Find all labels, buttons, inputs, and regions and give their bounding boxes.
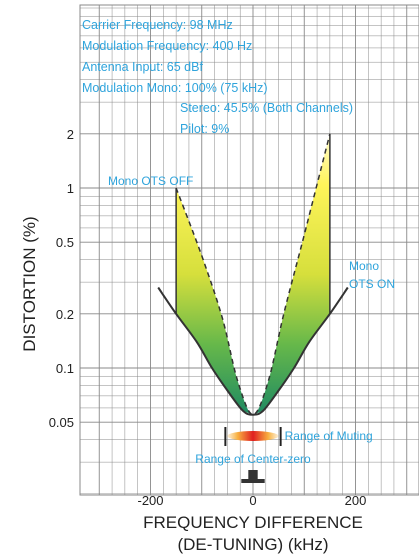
y-tick-label: 0.1 — [56, 361, 74, 376]
distortion-fill-areas — [176, 133, 330, 415]
x-tick-labels: -200 0 200 — [137, 493, 366, 508]
plot-frame — [79, 4, 419, 496]
y-axis-label: DISTORTION (%) — [20, 216, 39, 351]
series-lines — [157, 133, 349, 416]
y-tick-label: 0.2 — [56, 307, 74, 322]
label-mono-ots-off: Mono OTS OFF — [108, 174, 193, 188]
x-axis-label-line2: (DE-TUNING) (kHz) — [177, 535, 328, 554]
condition-antenna-input: Antenna Input: 65 dBf — [82, 60, 203, 74]
plot-grid — [79, 4, 419, 496]
condition-modulation-mono: Modulation Mono: 100% (75 kHz) — [82, 81, 268, 95]
x-tick-label: 200 — [345, 493, 367, 508]
label-mono-ots-on-line2: OTS ON — [349, 277, 395, 291]
fill-area-between-curves — [176, 133, 330, 415]
series-line-mono-ots-on — [157, 286, 349, 416]
range-annotations: Range of Muting Range of Center-zero — [195, 427, 373, 483]
conditions-block: Carrier Frequency: 98 MHz Modulation Fre… — [82, 18, 353, 136]
label-mono-ots-on-line1: Mono — [349, 259, 379, 273]
y-tick-label: 0.05 — [49, 415, 74, 430]
muting-range-bar — [227, 431, 279, 441]
condition-carrier: Carrier Frequency: 98 MHz — [82, 18, 233, 32]
y-tick-label: 1 — [67, 181, 74, 196]
center-zero-range-base — [241, 479, 265, 483]
condition-modulation-frequency: Modulation Frequency: 400 Hz — [82, 39, 252, 53]
center-zero-range-marker — [248, 470, 258, 479]
condition-stereo: Stereo: 45.5% (Both Channels) — [180, 101, 353, 115]
center-zero-range-label: Range of Center-zero — [195, 452, 311, 466]
x-axis-label: FREQUENCY DIFFERENCE — [143, 513, 363, 532]
y-tick-label: 0.5 — [56, 235, 74, 250]
y-tick-labels: 0.05 0.1 0.2 0.5 1 2 — [49, 127, 74, 430]
muting-range-label: Range of Muting — [285, 429, 373, 443]
condition-pilot: Pilot: 9% — [180, 122, 229, 136]
x-tick-label: -200 — [137, 493, 163, 508]
x-tick-label: 0 — [249, 493, 256, 508]
y-tick-label: 2 — [67, 127, 74, 142]
series-line-mono-ots-off — [175, 133, 331, 416]
series-labels: Mono OTS OFF Mono OTS ON — [108, 174, 395, 291]
